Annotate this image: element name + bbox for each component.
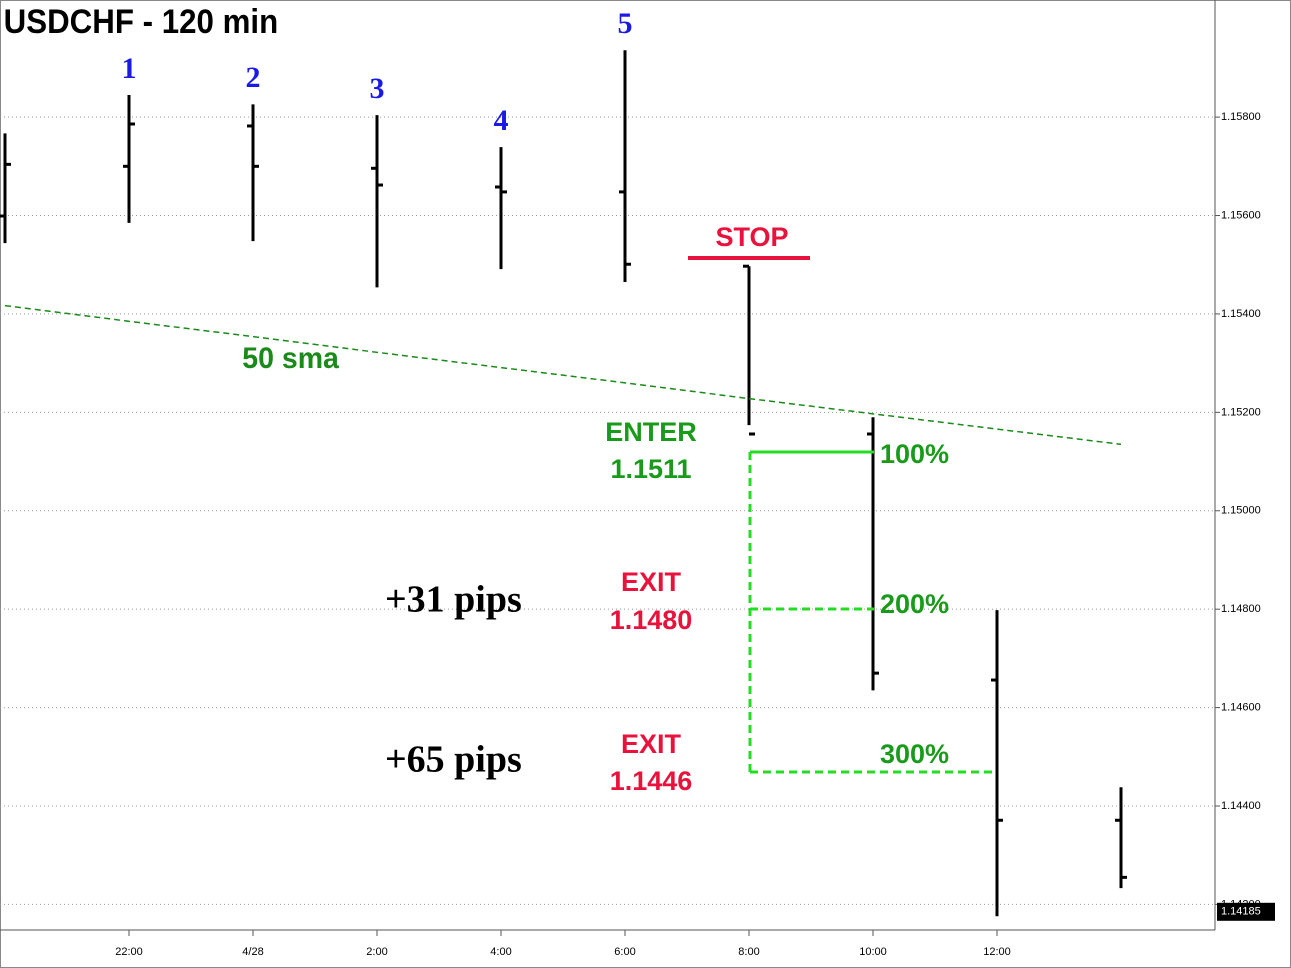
last-price-label: 1.14185 (1221, 906, 1261, 918)
wave-label: 3 (370, 72, 385, 105)
x-tick-label: 12:00 (983, 946, 1011, 958)
grid (0, 116, 1215, 905)
exit-label: EXIT (621, 567, 682, 597)
last-price-box (1217, 902, 1275, 921)
pct-label: 200% (880, 589, 949, 619)
exit-label: EXIT (621, 729, 682, 759)
wave-label: 1 (122, 52, 137, 85)
x-tick-label: 22:00 (115, 946, 143, 958)
exit-price: 1.1480 (610, 605, 693, 635)
y-tick-label: 1.15800 (1221, 111, 1261, 123)
y-tick-label: 1.15600 (1221, 209, 1261, 221)
wave-label: 2 (246, 61, 261, 94)
wave-label: 4 (494, 104, 509, 137)
pct-label: 300% (880, 739, 949, 769)
x-tick-label: 10:00 (859, 946, 887, 958)
x-tick-label: 2:00 (366, 946, 387, 958)
x-tick-label: 4/28 (242, 946, 263, 958)
pips-label: +31 pips (385, 579, 522, 621)
marks (0, 50, 1127, 917)
y-tick-label: 1.14400 (1221, 800, 1261, 812)
exit-price: 1.1446 (610, 766, 693, 796)
sma-line (4, 304, 1122, 446)
pct-label: 100% (880, 439, 949, 469)
stop-label: STOP (715, 222, 788, 252)
sma-label: 50 sma (242, 342, 339, 375)
enter-label: ENTER (605, 417, 697, 447)
wave-label: 5 (618, 7, 633, 40)
enter-price: 1.1511 (610, 454, 691, 484)
x-tick-label: 8:00 (738, 946, 759, 958)
y-tick-label: 1.14800 (1221, 603, 1261, 615)
pips-label: +65 pips (385, 739, 522, 781)
y-tick-label: 1.14600 (1221, 701, 1261, 713)
y-tick-label: 1.15000 (1221, 505, 1261, 517)
chart-title: USDCHF - 120 min (4, 2, 279, 41)
y-tick-label: 1.15400 (1221, 308, 1261, 320)
x-tick-label: 6:00 (614, 946, 635, 958)
y-tick-label: 1.15200 (1221, 406, 1261, 418)
x-tick-label: 4:00 (490, 946, 511, 958)
